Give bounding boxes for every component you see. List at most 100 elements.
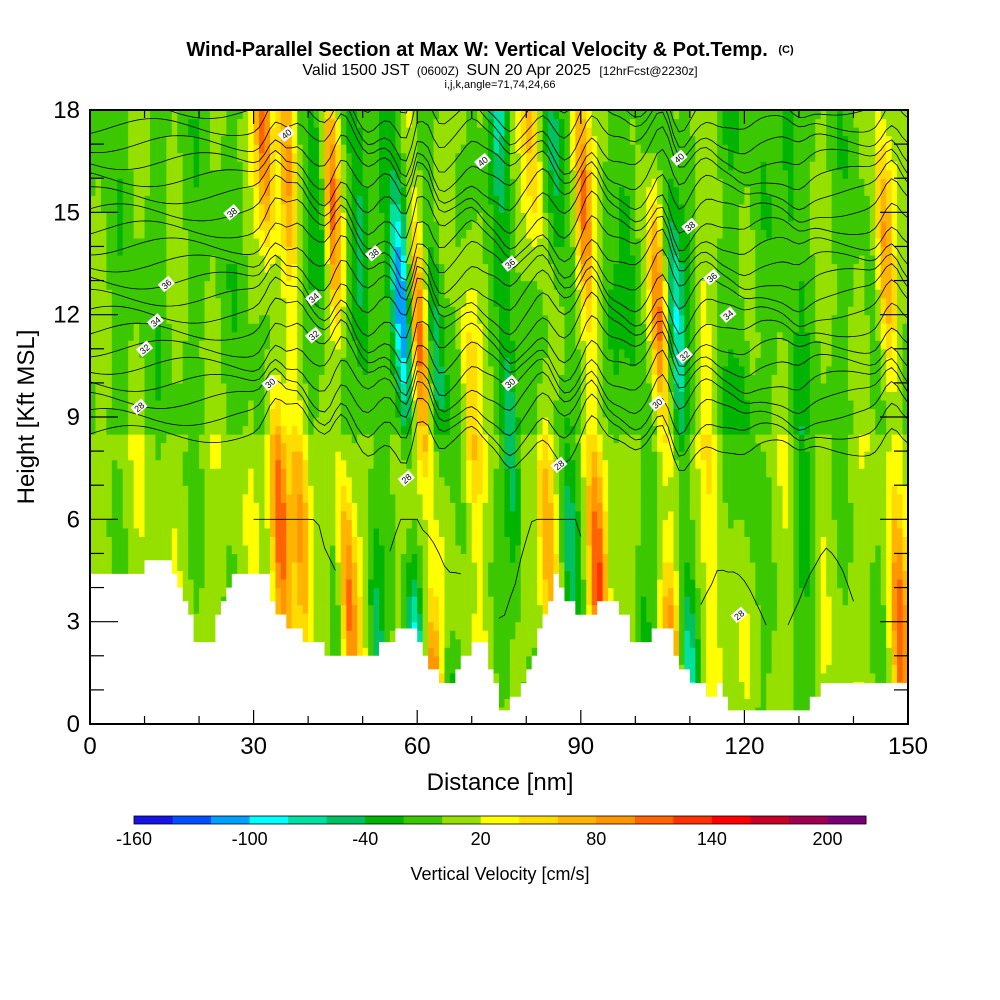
velocity-cell [449, 220, 456, 230]
velocity-cell [357, 229, 364, 239]
velocity-cell [171, 561, 178, 572]
velocity-cell [95, 118, 102, 128]
velocity-cell [460, 127, 467, 137]
velocity-cell [395, 485, 402, 495]
velocity-cell [215, 272, 222, 282]
velocity-cell [231, 417, 238, 427]
velocity-cell [220, 493, 227, 503]
velocity-cell [166, 391, 173, 401]
velocity-cell [455, 110, 462, 120]
velocity-cell [362, 493, 369, 503]
velocity-cell [439, 425, 446, 435]
velocity-cell [373, 374, 380, 384]
velocity-cell [368, 220, 375, 230]
velocity-cell [395, 178, 402, 188]
velocity-cell [220, 178, 227, 188]
velocity-cell [428, 647, 435, 657]
velocity-cell [280, 186, 287, 196]
velocity-cell [269, 169, 277, 179]
velocity-cell [340, 451, 347, 461]
velocity-cell [433, 340, 440, 350]
velocity-cell [182, 485, 189, 495]
velocity-cell [128, 493, 135, 503]
velocity-cell [209, 621, 217, 631]
velocity-cell [439, 527, 446, 537]
velocity-cell [400, 220, 407, 230]
velocity-cell [100, 195, 107, 205]
velocity-cell [117, 451, 124, 461]
velocity-cell [149, 254, 157, 265]
velocity-cell [291, 331, 298, 341]
velocity-cell [362, 374, 369, 384]
velocity-cell [297, 254, 304, 265]
velocity-cell [340, 135, 347, 145]
velocity-cell [242, 459, 249, 469]
velocity-cell [297, 493, 304, 503]
velocity-cell [171, 110, 178, 120]
velocity-cell [209, 365, 217, 375]
velocity-cell [160, 357, 167, 367]
velocity-cell [329, 527, 336, 537]
velocity-cell [269, 587, 277, 597]
velocity-cell [122, 417, 129, 427]
velocity-cell [106, 417, 113, 427]
velocity-cell [460, 237, 467, 248]
velocity-cell [319, 127, 326, 137]
velocity-cell [291, 229, 298, 239]
velocity-cell [177, 553, 184, 563]
velocity-cell [248, 323, 255, 333]
velocity-cell [302, 280, 309, 290]
velocity-cell [351, 220, 358, 230]
velocity-cell [406, 613, 413, 623]
velocity-cell [280, 561, 287, 572]
velocity-cell [226, 237, 233, 248]
velocity-cell [193, 263, 200, 273]
velocity-cell [259, 493, 266, 503]
velocity-cell [95, 357, 102, 367]
velocity-cell [335, 178, 342, 188]
velocity-cell [226, 570, 233, 580]
velocity-cell [455, 476, 462, 486]
velocity-cell [95, 417, 102, 427]
velocity-cell [351, 451, 358, 461]
velocity-cell [231, 561, 238, 572]
velocity-cell [340, 570, 347, 580]
velocity-cell [226, 476, 233, 486]
velocity-cell [357, 587, 364, 597]
velocity-cell [319, 476, 326, 486]
velocity-cell [139, 510, 146, 520]
velocity-cell [384, 246, 391, 256]
velocity-cell [133, 127, 140, 137]
velocity-cell [117, 203, 124, 213]
velocity-cell [133, 527, 140, 537]
velocity-cell [373, 144, 380, 154]
velocity-cell [308, 152, 315, 162]
velocity-cell [428, 144, 435, 154]
velocity-cell [117, 365, 124, 375]
velocity-cell [90, 186, 97, 196]
velocity-cell [286, 476, 293, 486]
velocity-cell [139, 442, 146, 452]
velocity-cell [100, 297, 107, 307]
velocity-cell [417, 468, 424, 478]
velocity-cell [346, 519, 353, 529]
velocity-cell [166, 357, 173, 367]
velocity-cell [106, 237, 113, 248]
velocity-cell [160, 348, 167, 358]
velocity-cell [384, 527, 391, 537]
velocity-cell [444, 254, 451, 265]
velocity-cell [90, 161, 97, 171]
velocity-cell [329, 510, 336, 520]
velocity-cell [242, 408, 249, 418]
velocity-cell [395, 613, 402, 623]
velocity-cell [302, 263, 309, 273]
velocity-cell [139, 314, 146, 324]
velocity-cell [297, 468, 304, 478]
velocity-cell [242, 527, 249, 537]
velocity-cell [373, 527, 380, 537]
velocity-cell [275, 536, 282, 546]
velocity-cell [111, 468, 118, 478]
velocity-cell [237, 178, 244, 188]
velocity-cell [368, 331, 375, 341]
velocity-cell [117, 510, 124, 520]
